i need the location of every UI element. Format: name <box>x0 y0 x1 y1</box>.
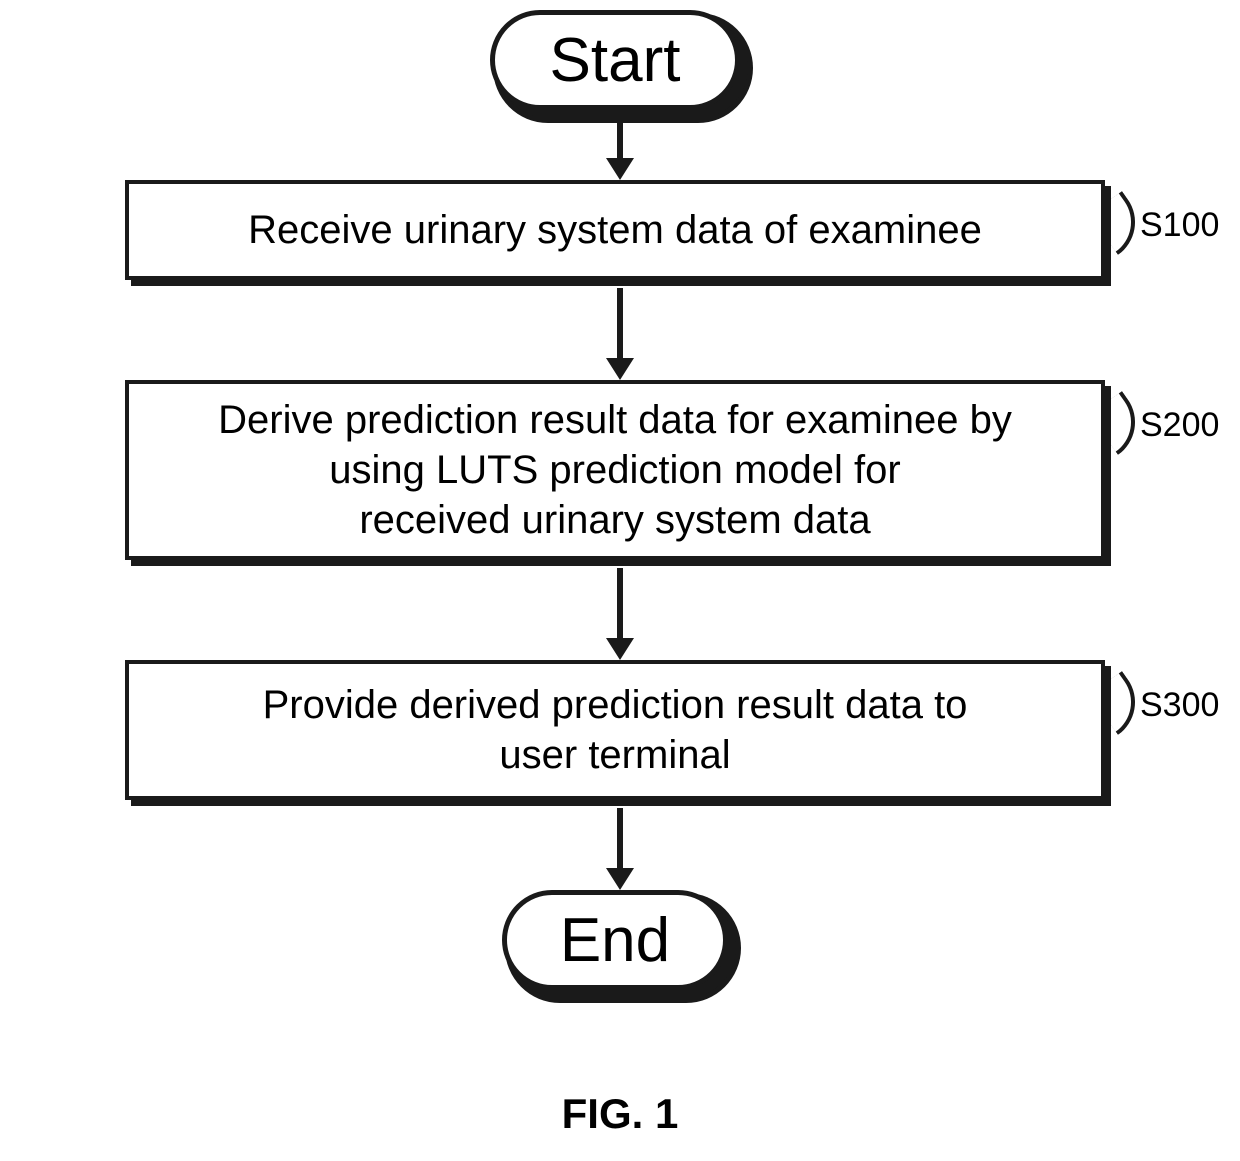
process-s200: Derive prediction result data for examin… <box>125 380 1115 568</box>
process-s100-face: Receive urinary system data of examinee <box>125 180 1105 280</box>
process-s300-text: Provide derived prediction result data t… <box>263 680 968 780</box>
figure-caption: FIG. 1 <box>562 1090 679 1138</box>
arrow-head-icon <box>606 868 634 890</box>
arrow-line <box>617 808 623 870</box>
terminator-start-label: Start <box>550 25 681 96</box>
terminator-end-label: End <box>560 905 670 976</box>
flowchart-canvas: { "type": "flowchart", "background_color… <box>0 0 1240 1161</box>
arrow-head-icon <box>606 358 634 380</box>
terminator-start-face: Start <box>490 10 740 110</box>
arrow-line <box>617 288 623 360</box>
process-s100-text: Receive urinary system data of examinee <box>248 205 982 255</box>
process-s100: Receive urinary system data of examinee <box>125 180 1115 288</box>
terminator-end-face: End <box>502 890 728 990</box>
terminator-start: Start <box>490 10 750 120</box>
arrow-head-icon <box>606 638 634 660</box>
terminator-end: End <box>502 890 738 1000</box>
arrow-head-icon <box>606 158 634 180</box>
process-s300-face: Provide derived prediction result data t… <box>125 660 1105 800</box>
step-label-s200: S200 <box>1140 406 1219 445</box>
arrow-line <box>617 568 623 640</box>
arrow-line <box>617 118 623 160</box>
process-s200-text: Derive prediction result data for examin… <box>218 395 1012 545</box>
process-s300: Provide derived prediction result data t… <box>125 660 1115 808</box>
step-label-s300: S300 <box>1140 686 1219 725</box>
process-s200-face: Derive prediction result data for examin… <box>125 380 1105 560</box>
step-label-s100: S100 <box>1140 206 1219 245</box>
